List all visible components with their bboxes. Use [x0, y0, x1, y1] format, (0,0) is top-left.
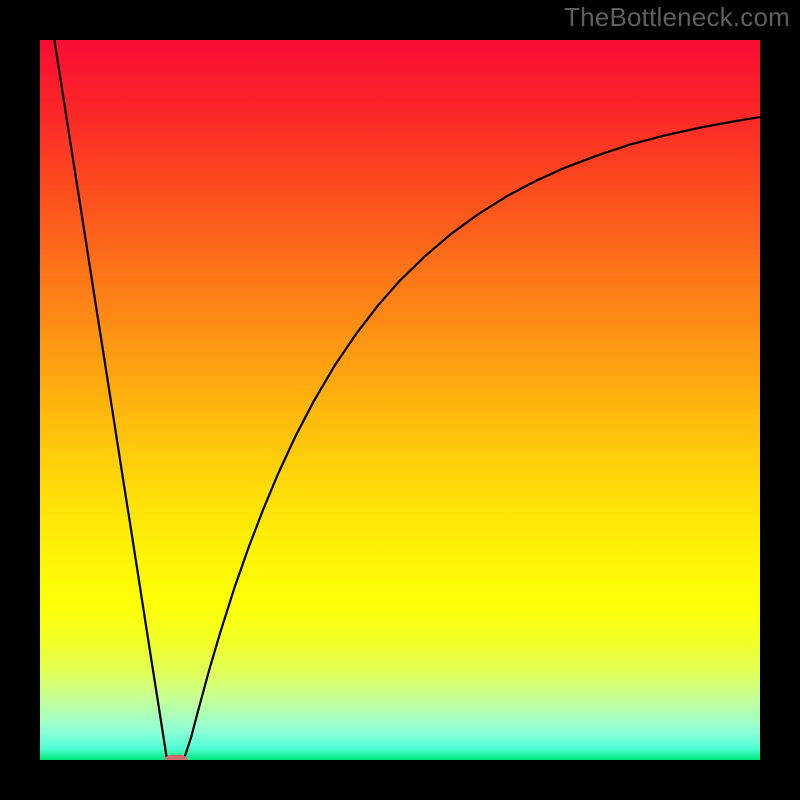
- bottleneck-plot: [40, 40, 760, 760]
- watermark-text: TheBottleneck.com: [564, 2, 790, 33]
- figure-root: TheBottleneck.com: [0, 0, 800, 800]
- plot-background: [40, 40, 760, 760]
